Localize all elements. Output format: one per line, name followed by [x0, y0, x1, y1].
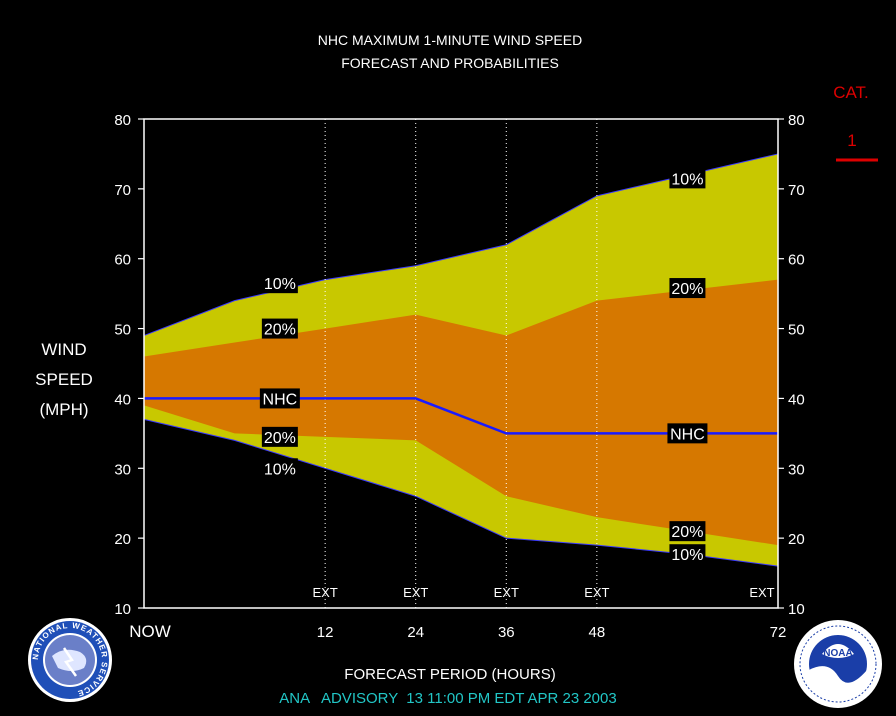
band-label-bg — [669, 278, 706, 299]
y-tick-label-right: 50 — [788, 322, 805, 339]
ext-label: EXT — [403, 585, 428, 600]
x-tick-label: 72 — [770, 624, 787, 641]
band-label-bg — [261, 458, 298, 479]
band-label: NHC — [263, 391, 298, 408]
band-label-bg — [669, 168, 706, 189]
y-tick-label-right: 70 — [788, 182, 805, 199]
y-tick-label-right: 30 — [788, 461, 805, 478]
x-axis-label: FORECAST PERIOD (HOURS) — [344, 666, 555, 683]
plot-frame — [143, 118, 779, 609]
y-tick-label-right: 20 — [788, 531, 805, 548]
y-tick-label-right: 60 — [788, 252, 805, 269]
ext-label: EXT — [749, 585, 774, 600]
y-tick-label-right: 10 — [788, 601, 805, 618]
band-label: 10% — [671, 171, 703, 188]
probability-bands — [143, 153, 779, 567]
band-label-bg — [667, 423, 708, 444]
noaa-logo: NOAA — [794, 620, 882, 708]
band-labels: 10% 20% NHC 20% 10% 10% 20% NHC 20% 10% — [259, 168, 708, 565]
band-label-bg — [669, 544, 706, 565]
x-tick-label: 24 — [407, 624, 424, 641]
chart-title: NHC MAXIMUM 1-MINUTE WIND SPEED — [318, 32, 582, 48]
y-tick-label-right: 80 — [788, 112, 805, 129]
y-tick-label-left: 30 — [114, 461, 131, 478]
category-label: CAT. — [833, 83, 869, 102]
band-label-bg — [261, 426, 298, 447]
x-axis: NOW 12 24 36 48 72 — [129, 622, 786, 641]
ext-label: EXT — [584, 585, 609, 600]
band-label: 10% — [671, 547, 703, 564]
y-tick-label-left: 80 — [114, 112, 131, 129]
y-axis-left: 10 20 30 40 50 60 70 80 — [114, 112, 144, 618]
y-axis-label-line1: WIND — [41, 340, 86, 359]
y-tick-label-left: 10 — [114, 601, 131, 618]
y-tick-label-right: 40 — [788, 391, 805, 408]
ext-grid-lines: EXT EXT EXT EXT EXT — [312, 119, 775, 608]
nws-logo: NATIONAL WEATHER SERVICE — [28, 618, 112, 702]
y-tick-label-left: 70 — [114, 182, 131, 199]
band-20-percent — [144, 279, 778, 546]
x-tick-label: 48 — [589, 624, 606, 641]
band-label-bg — [669, 521, 706, 542]
band-label: 20% — [264, 322, 296, 339]
chart-subtitle: FORECAST AND PROBABILITIES — [341, 55, 559, 71]
noaa-logo-text: NOAA — [823, 648, 852, 659]
band-label: 10% — [264, 276, 296, 293]
ext-label: EXT — [494, 585, 519, 600]
y-axis-right: 10 20 30 40 50 60 70 80 — [778, 112, 805, 618]
x-tick-label: 36 — [498, 624, 515, 641]
advisory-text: ANA ADVISORY 13 11:00 PM EDT APR 23 2003 — [279, 690, 616, 707]
y-tick-label-left: 60 — [114, 252, 131, 269]
x-tick-label: NOW — [129, 622, 171, 641]
band-label: 20% — [671, 524, 703, 541]
band-label: 10% — [264, 461, 296, 478]
y-tick-label-left: 20 — [114, 531, 131, 548]
band-label: NHC — [670, 426, 705, 443]
band-label-bg — [261, 273, 298, 294]
band-label-bg — [259, 388, 300, 409]
ext-label: EXT — [312, 585, 337, 600]
y-axis-label-line2: SPEED — [35, 370, 93, 389]
y-axis-label-line3: (MPH) — [39, 400, 88, 419]
x-tick-label: 12 — [317, 624, 334, 641]
band-label: 20% — [264, 430, 296, 447]
y-tick-label-left: 50 — [114, 322, 131, 339]
y-tick-label-left: 40 — [114, 391, 131, 408]
category-value: 1 — [847, 131, 856, 150]
band-label-bg — [261, 318, 298, 339]
band-label: 20% — [671, 281, 703, 298]
